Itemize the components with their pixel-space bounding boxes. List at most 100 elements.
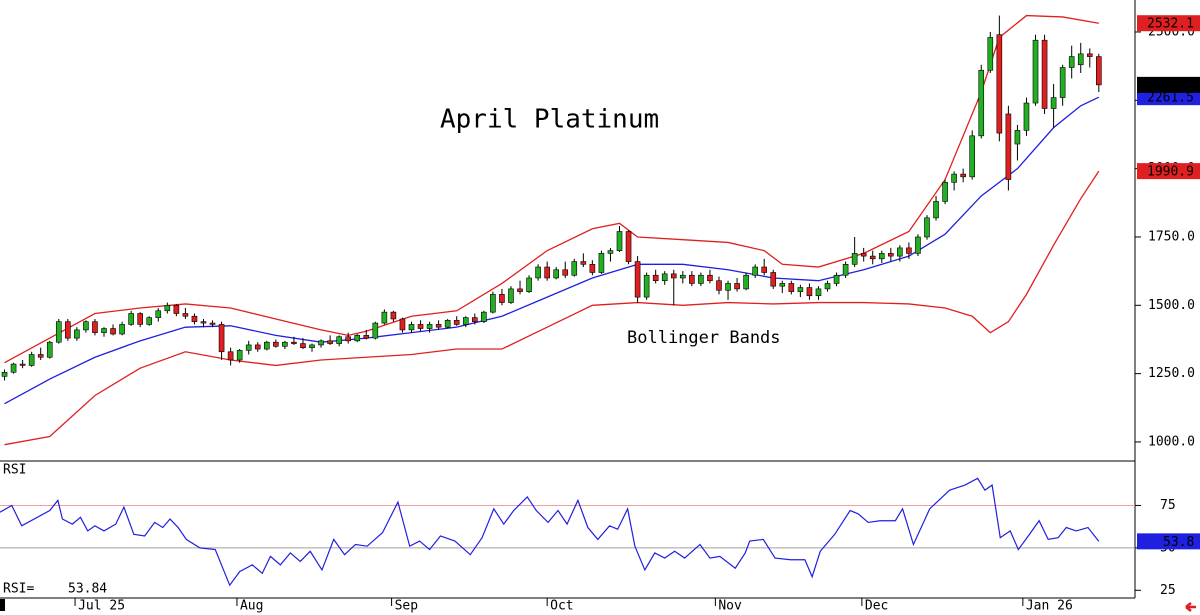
x-tick-label: Sep [395,599,419,614]
corner-mark [0,599,5,611]
candle-body [725,283,731,291]
candle-body [1077,53,1084,66]
candle-body [110,328,116,335]
candle-body [227,351,234,361]
scroll-arrow[interactable] [1185,602,1196,612]
candle-body [10,363,17,373]
candle-body [689,274,695,284]
candle-body [933,201,939,219]
candle-body [1014,130,1021,145]
x-tick-label: Nov [718,599,742,614]
candle-body [734,283,740,290]
rsi-readout-value: 53.84 [68,582,107,597]
candle-body [878,253,885,260]
close-last-label: 2306.5 [1147,78,1194,93]
rsi-readout: RSI= [3,582,34,597]
candle-body [390,311,397,320]
candle-body [263,341,270,350]
candle-body [218,324,225,353]
candle-body [1041,39,1048,109]
candle-body [869,255,876,260]
candle-body [915,236,921,254]
candle-body [806,287,813,297]
candle-body [996,34,1003,134]
candle-body [526,277,532,292]
candle-body [236,350,243,361]
x-tick-label: Dec [865,599,888,614]
candle-body [426,324,433,329]
candle-body [716,280,722,291]
candle-body [770,272,777,287]
candle-body [661,273,668,282]
rsi-last-box [1137,533,1200,550]
candle-body [842,264,849,276]
chart-title: April Platinum [440,105,659,135]
candle-body [951,173,957,183]
candle-body [83,321,89,331]
candle-body [19,363,26,366]
x-tick-label: Jan 26 [1026,599,1073,614]
candle-body [146,317,153,325]
candle-body [969,135,976,178]
x-tick-label: Aug [240,599,263,614]
candle-body [707,274,713,282]
candle-body [788,283,795,292]
candle-body [309,344,315,348]
candle-body [1023,102,1030,131]
candle-body [761,266,768,273]
candle-body [363,335,370,339]
candle-body [553,269,559,279]
candle-body [860,253,867,257]
candle-body [327,340,333,344]
candle-body [598,253,605,273]
band-line [4,14,1099,364]
candle-body [200,321,207,324]
candle-body [1,371,8,377]
candle-body [155,310,162,318]
x-tick-label: Oct [550,599,573,614]
candle-body [164,305,171,312]
candle-body [680,274,686,279]
candle-body [580,261,587,265]
candle-body [1068,56,1075,68]
candle-body [517,288,523,292]
candle-body [245,344,252,351]
band-last-label: 2261.5 [1147,91,1194,106]
candle-body [74,329,80,339]
candle-body [1005,113,1012,180]
rsi-title: RSI [3,463,26,478]
candle-body [128,313,134,325]
candle-body [291,341,297,344]
candle-body [743,274,749,290]
y-tick-label: 25 [1160,583,1176,598]
candle-body [372,322,379,339]
band-line [4,96,1100,405]
annotation: Bollinger Bands [627,328,781,348]
candle-body [942,182,948,202]
y-tick-label: 1000.0 [1148,434,1195,449]
candle-body [924,217,930,238]
candle-body [824,283,831,290]
candle-body [1050,97,1057,109]
candle-body [499,294,505,303]
rsi-last-label: 53.8 [1163,535,1194,550]
candle-body [616,231,623,251]
candle-body [55,321,62,343]
candle-body [571,261,578,276]
x-tick-label: Jul 25 [78,599,125,614]
band-last-label: 1990.9 [1147,165,1194,180]
candle-body [119,324,125,335]
candle-body [472,317,478,322]
candle-body [318,340,324,346]
candle-body [752,266,758,276]
candle-body [273,341,279,347]
candle-body [698,274,704,284]
band-last-label: 2532.1 [1147,17,1194,32]
candle-body [1032,39,1039,104]
y-tick-label: 1500.0 [1148,298,1195,313]
candle-body [137,313,143,325]
candle-body [535,266,541,279]
candle-body [417,324,424,329]
candle-body [37,354,44,358]
